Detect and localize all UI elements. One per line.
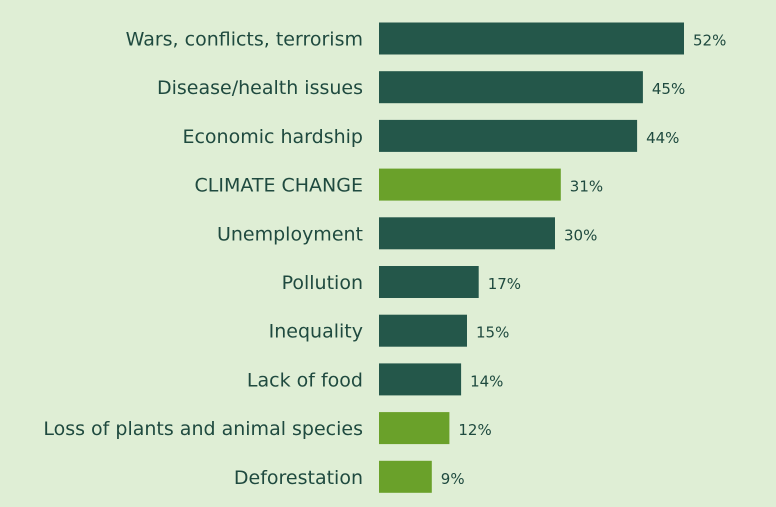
bar-7 xyxy=(379,363,462,396)
category-label-6: Inequality xyxy=(269,321,363,343)
bar-1 xyxy=(379,71,643,104)
value-label-5: 17% xyxy=(488,275,521,293)
category-label-5: Pollution xyxy=(282,272,363,294)
category-label-2: Economic hardship xyxy=(182,126,363,148)
value-label-7: 14% xyxy=(470,372,503,390)
value-label-9: 9% xyxy=(441,470,465,488)
bar-2 xyxy=(379,119,638,152)
bar-5 xyxy=(379,266,479,298)
value-label-3: 31% xyxy=(570,178,603,196)
category-label-7: Lack of food xyxy=(247,369,363,391)
bar-0 xyxy=(379,22,684,55)
value-label-1: 45% xyxy=(652,80,685,98)
bar-6 xyxy=(379,314,467,347)
value-label-0: 52% xyxy=(693,32,726,50)
category-label-1: Disease/health issues xyxy=(157,77,363,99)
bar-4 xyxy=(379,217,555,250)
bar-3 xyxy=(379,168,561,201)
category-label-3: CLIMATE CHANGE xyxy=(194,175,363,197)
bar-8 xyxy=(379,412,450,445)
value-label-2: 44% xyxy=(646,129,679,147)
value-label-6: 15% xyxy=(476,324,509,342)
category-label-4: Unemployment xyxy=(217,223,363,245)
category-label-9: Deforestation xyxy=(234,467,363,489)
category-label-0: Wars, conflicts, terrorism xyxy=(126,29,363,51)
category-label-8: Loss of plants and animal species xyxy=(43,418,363,440)
value-label-4: 30% xyxy=(564,226,597,244)
value-label-8: 12% xyxy=(458,421,491,439)
bar-9 xyxy=(379,460,432,493)
